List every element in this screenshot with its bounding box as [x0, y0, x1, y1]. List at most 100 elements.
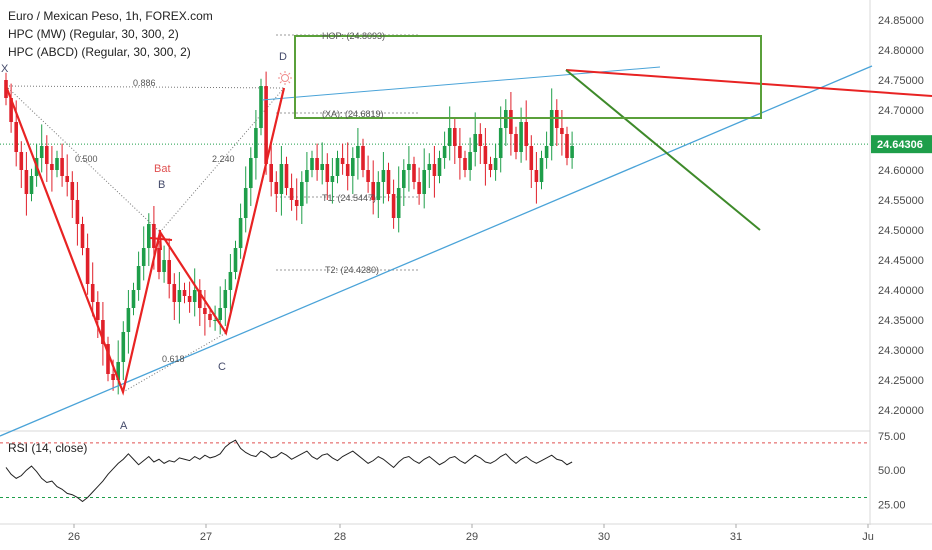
candle-body [498, 128, 503, 158]
candle-body [70, 182, 75, 200]
candle-body [96, 302, 100, 320]
candle-body [39, 146, 44, 158]
time-tick-label: 29 [466, 531, 478, 543]
candle-body [182, 290, 187, 296]
point-c-label: C [218, 361, 226, 373]
candle-body [356, 146, 360, 158]
candle-body [101, 320, 105, 344]
candle-body [524, 122, 528, 146]
price-tick-label: 24.45000 [878, 255, 924, 267]
candle-body [9, 98, 13, 122]
candle-body [147, 224, 151, 248]
candle-body [243, 188, 248, 218]
candle-body [442, 146, 447, 158]
candle-body [427, 164, 432, 170]
candle-body [310, 158, 314, 170]
candle-body [560, 128, 564, 134]
hop-label: HOP: (24.8093) [322, 31, 385, 41]
candle-body [177, 290, 182, 302]
candle-body [85, 248, 90, 284]
candle-body [305, 170, 309, 182]
candle-body [391, 194, 396, 218]
candle-body [157, 248, 161, 272]
trend-line-support [0, 65, 873, 437]
candle-body [447, 128, 452, 146]
candle-body [320, 164, 324, 170]
price-tick-label: 24.85000 [878, 15, 924, 27]
candle-body [228, 272, 233, 290]
candle-body [192, 290, 197, 302]
candle-body [213, 320, 217, 321]
time-tick-label: 28 [334, 531, 346, 543]
candle-body [162, 260, 166, 272]
rsi-axis[interactable]: 75.00 50.00 25.00 [878, 431, 906, 511]
point-b-label: B [158, 179, 165, 191]
candle-body [361, 146, 365, 170]
candle-body [493, 158, 498, 170]
point-d-label: D [279, 51, 287, 63]
price-tick-label: 24.80000 [878, 45, 924, 57]
candle-body [371, 182, 375, 200]
candle-body [407, 164, 411, 170]
candle-body [279, 164, 284, 194]
price-axis[interactable]: 24.8500024.8000024.7500024.7000024.65000… [878, 15, 924, 417]
candle-body [386, 170, 391, 194]
candle-body [340, 158, 345, 164]
candle-body [381, 170, 386, 182]
candle-body [269, 164, 273, 182]
rsi-levels [0, 442, 870, 498]
chart-title[interactable]: Euro / Mexican Peso, 1h, FOREX.com [8, 9, 213, 23]
candle-body [539, 158, 544, 182]
price-tick-label: 24.30000 [878, 345, 924, 357]
candle-body [45, 146, 49, 164]
candle-body [335, 158, 340, 176]
candle-body [514, 134, 518, 152]
candle-body [483, 146, 488, 164]
candle-body [167, 260, 171, 284]
candle-body [294, 200, 299, 206]
candle-body [549, 110, 554, 146]
candle-body [233, 248, 238, 272]
candle-body [396, 188, 401, 218]
rsi-label[interactable]: RSI (14, close) [8, 441, 87, 455]
candle-body [116, 362, 120, 380]
candle-body [126, 308, 131, 332]
xa-label: (XA): (24.6819) [322, 109, 384, 119]
candle-body [19, 152, 24, 170]
candle-body [289, 188, 294, 200]
candle-body [330, 176, 335, 182]
point-a-label: A [120, 420, 128, 432]
bat-b-marker-v [159, 229, 162, 251]
ratio-886-label: 0.886 [133, 78, 156, 88]
candle-body [203, 308, 207, 314]
candle-body [90, 284, 95, 302]
candle-body [453, 128, 457, 146]
time-tick-label: 26 [68, 531, 80, 543]
candle-body [172, 284, 177, 302]
price-tick-label: 24.25000 [878, 375, 924, 387]
ratio-2240-label: 2.240 [212, 154, 235, 164]
candle-body [437, 158, 442, 176]
projection-line-green [565, 69, 761, 231]
candle-body [264, 86, 268, 164]
candle-body [402, 170, 406, 188]
time-tick-label: 27 [200, 531, 212, 543]
candle-body [488, 164, 493, 170]
candle-body [60, 158, 64, 176]
time-axis[interactable]: 26 27 28 29 30 31 Ju [68, 524, 874, 543]
t1-label: T1: (24.5447) [322, 193, 376, 203]
candle-body [75, 200, 80, 224]
indicator-mw-label[interactable]: HPC (MW) (Regular, 30, 300, 2) [8, 27, 179, 41]
candle-body [14, 122, 18, 152]
price-tick-label: 24.50000 [878, 225, 924, 237]
ratio-500-label: 0.500 [75, 154, 98, 164]
prz-box[interactable] [294, 35, 762, 119]
candle-body [208, 314, 212, 320]
svg-text:24.64306: 24.64306 [877, 139, 923, 151]
candle-body [131, 290, 136, 308]
last-price-badge: 24.64306 [871, 135, 932, 154]
candle-body [422, 170, 426, 194]
candle-body [366, 170, 370, 182]
indicator-abcd-label[interactable]: HPC (ABCD) (Regular, 30, 300, 2) [8, 45, 191, 59]
